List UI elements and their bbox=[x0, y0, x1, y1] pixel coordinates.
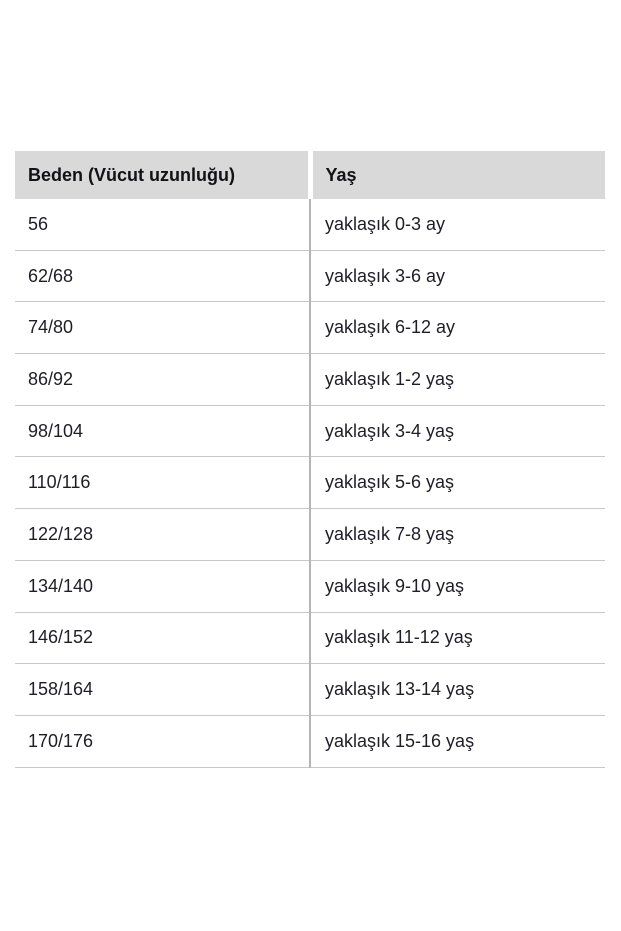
age-cell: yaklaşık 11-12 yaş bbox=[325, 627, 473, 648]
size-cell: 62/68 bbox=[28, 265, 74, 286]
age-cell: yaklaşık 13-14 yaş bbox=[325, 679, 475, 700]
table-body: 56 yaklaşık 0-3 ay 62/68 yaklaşık 3-6 ay… bbox=[15, 199, 605, 768]
size-cell: 158/164 bbox=[28, 679, 94, 700]
age-cell: yaklaşık 9-10 yaş bbox=[325, 575, 465, 596]
age-cell: yaklaşık 3-4 yaş bbox=[325, 420, 455, 441]
age-cell: yaklaşık 1-2 yaş bbox=[325, 368, 455, 389]
size-cell: 98/104 bbox=[28, 420, 84, 441]
age-cell: yaklaşık 3-6 ay bbox=[325, 265, 446, 286]
age-cell: yaklaşık 0-3 ay bbox=[325, 213, 446, 234]
column-divider bbox=[309, 199, 311, 768]
age-cell: yaklaşık 5-6 yaş bbox=[325, 472, 455, 493]
size-cell: 146/152 bbox=[28, 627, 94, 648]
size-chart-table: Beden (Vücut uzunluğu) Yaş 56 yaklaşık 0… bbox=[15, 151, 605, 768]
size-cell: 170/176 bbox=[28, 730, 94, 751]
size-cell: 122/128 bbox=[28, 523, 94, 544]
size-cell: 134/140 bbox=[28, 575, 94, 596]
header-cell-age: Yaş bbox=[312, 151, 605, 199]
age-cell: yaklaşık 6-12 ay bbox=[325, 317, 456, 338]
table-row: 134/140 yaklaşık 9-10 yaş bbox=[15, 561, 605, 613]
table-header-row: Beden (Vücut uzunluğu) Yaş bbox=[15, 151, 605, 199]
size-cell: 110/116 bbox=[28, 472, 91, 493]
age-cell: yaklaşık 7-8 yaş bbox=[325, 523, 455, 544]
size-cell: 56 bbox=[28, 213, 49, 234]
header-cell-size: Beden (Vücut uzunluğu) bbox=[15, 151, 308, 199]
size-cell: 74/80 bbox=[28, 317, 74, 338]
size-cell: 86/92 bbox=[28, 368, 74, 389]
age-cell: yaklaşık 15-16 yaş bbox=[325, 730, 475, 751]
table-row: 122/128 yaklaşık 7-8 yaş bbox=[15, 509, 605, 561]
